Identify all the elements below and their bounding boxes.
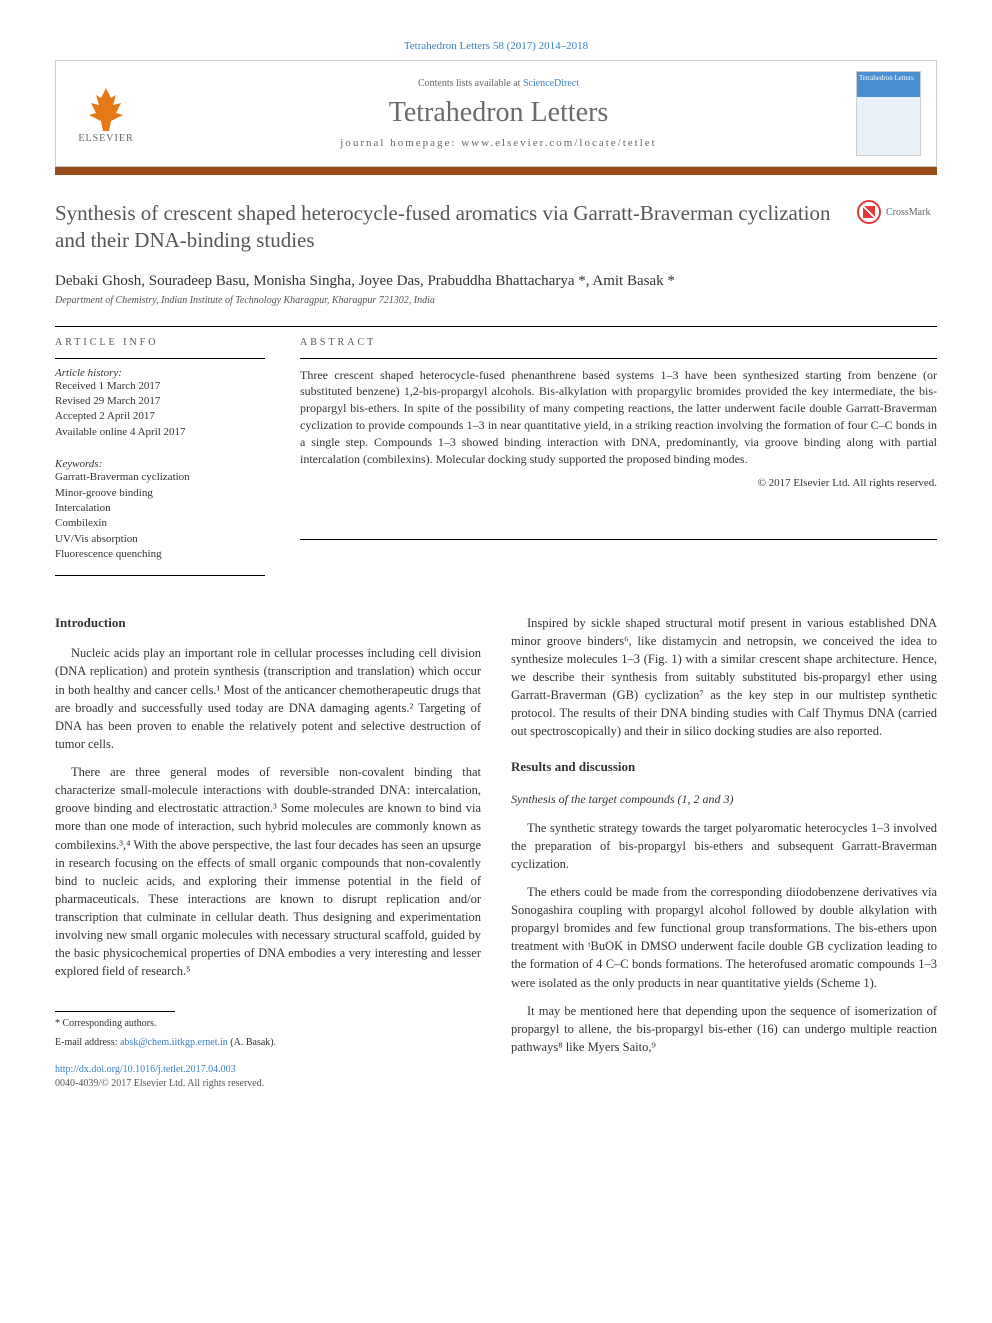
issn-line: 0040-4039/© 2017 Elsevier Ltd. All right… (55, 1077, 481, 1092)
keyword: Fluorescence quenching (55, 547, 265, 562)
email-label: E-mail address: (55, 1037, 120, 1048)
header-center: Contents lists available at ScienceDirec… (141, 78, 856, 149)
homepage-prefix: journal homepage: (340, 137, 461, 149)
body-columns: Introduction Nucleic acids play an impor… (55, 614, 937, 1092)
keywords-label: Keywords: (55, 458, 265, 470)
homepage-line: journal homepage: www.elsevier.com/locat… (141, 137, 856, 149)
left-column: Introduction Nucleic acids play an impor… (55, 614, 481, 1092)
contents-prefix: Contents lists available at (418, 78, 523, 89)
crossmark-badge[interactable]: CrossMark (857, 200, 937, 224)
email-suffix: (A. Basak). (228, 1037, 276, 1048)
email-footnote: E-mail address: absk@chem.iitkgp.ernet.i… (55, 1036, 481, 1051)
body-paragraph: Inspired by sickle shaped structural mot… (511, 614, 937, 741)
abstract-label: ABSTRACT (300, 337, 937, 348)
keyword: Minor-groove binding (55, 486, 265, 501)
keyword: Intercalation (55, 501, 265, 516)
history-online: Available online 4 April 2017 (55, 425, 265, 440)
journal-header: ELSEVIER Contents lists available at Sci… (55, 60, 937, 167)
separator (300, 539, 937, 540)
history-accepted: Accepted 2 April 2017 (55, 409, 265, 424)
intro-paragraph: Nucleic acids play an important role in … (55, 644, 481, 753)
meta-row: ARTICLE INFO Article history: Received 1… (55, 337, 937, 584)
crossmark-label: CrossMark (886, 207, 930, 218)
separator (55, 358, 265, 359)
affiliation: Department of Chemistry, Indian Institut… (55, 295, 937, 306)
keyword: Garratt-Braverman cyclization (55, 470, 265, 485)
sciencedirect-link[interactable]: ScienceDirect (523, 78, 579, 89)
crossmark-icon (857, 200, 881, 224)
contents-line: Contents lists available at ScienceDirec… (141, 78, 856, 89)
elsevier-label: ELSEVIER (78, 133, 133, 144)
homepage-url[interactable]: www.elsevier.com/locate/tetlet (461, 137, 657, 149)
separator (300, 358, 937, 359)
email-link[interactable]: absk@chem.iitkgp.ernet.in (120, 1037, 228, 1048)
abstract-text: Three crescent shaped heterocycle-fused … (300, 367, 937, 468)
abstract-column: ABSTRACT Three crescent shaped heterocyc… (300, 337, 937, 584)
body-paragraph: The ethers could be made from the corres… (511, 883, 937, 992)
intro-paragraph: There are three general modes of reversi… (55, 763, 481, 981)
article-title: Synthesis of crescent shaped heterocycle… (55, 200, 857, 255)
divider-bar (55, 167, 937, 175)
cover-title: Tetrahedron Letters (859, 74, 918, 82)
separator (55, 326, 937, 327)
keyword: UV/Vis absorption (55, 532, 265, 547)
journal-page: Tetrahedron Letters 58 (2017) 2014–2018 … (0, 0, 992, 1132)
corresponding-footnote: * Corresponding authors. (55, 1017, 481, 1032)
elsevier-logo[interactable]: ELSEVIER (71, 74, 141, 154)
copyright-line: © 2017 Elsevier Ltd. All rights reserved… (300, 477, 937, 489)
doi-link[interactable]: http://dx.doi.org/10.1016/j.tetlet.2017.… (55, 1063, 481, 1078)
history-revised: Revised 29 March 2017 (55, 394, 265, 409)
elsevier-tree-icon (81, 83, 131, 133)
history-label: Article history: (55, 367, 265, 379)
results-heading: Results and discussion (511, 758, 937, 777)
article-info-column: ARTICLE INFO Article history: Received 1… (55, 337, 265, 584)
subsection-heading: Synthesis of the target compounds (1, 2 … (511, 791, 937, 808)
right-column: Inspired by sickle shaped structural mot… (511, 614, 937, 1092)
citation-line: Tetrahedron Letters 58 (2017) 2014–2018 (55, 40, 937, 52)
body-paragraph: The synthetic strategy towards the targe… (511, 819, 937, 873)
article-info-label: ARTICLE INFO (55, 337, 265, 348)
authors-line: Debaki Ghosh, Souradeep Basu, Monisha Si… (55, 273, 937, 290)
journal-cover-thumbnail[interactable]: Tetrahedron Letters (856, 71, 921, 156)
body-paragraph: It may be mentioned here that depending … (511, 1002, 937, 1056)
separator (55, 575, 265, 576)
footnote-separator (55, 1011, 175, 1012)
title-row: Synthesis of crescent shaped heterocycle… (55, 200, 937, 255)
keyword: Combilexin (55, 516, 265, 531)
history-received: Received 1 March 2017 (55, 379, 265, 394)
journal-name: Tetrahedron Letters (141, 97, 856, 129)
intro-heading: Introduction (55, 614, 481, 633)
